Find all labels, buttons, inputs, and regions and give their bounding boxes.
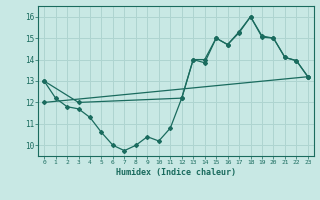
X-axis label: Humidex (Indice chaleur): Humidex (Indice chaleur) [116, 168, 236, 177]
